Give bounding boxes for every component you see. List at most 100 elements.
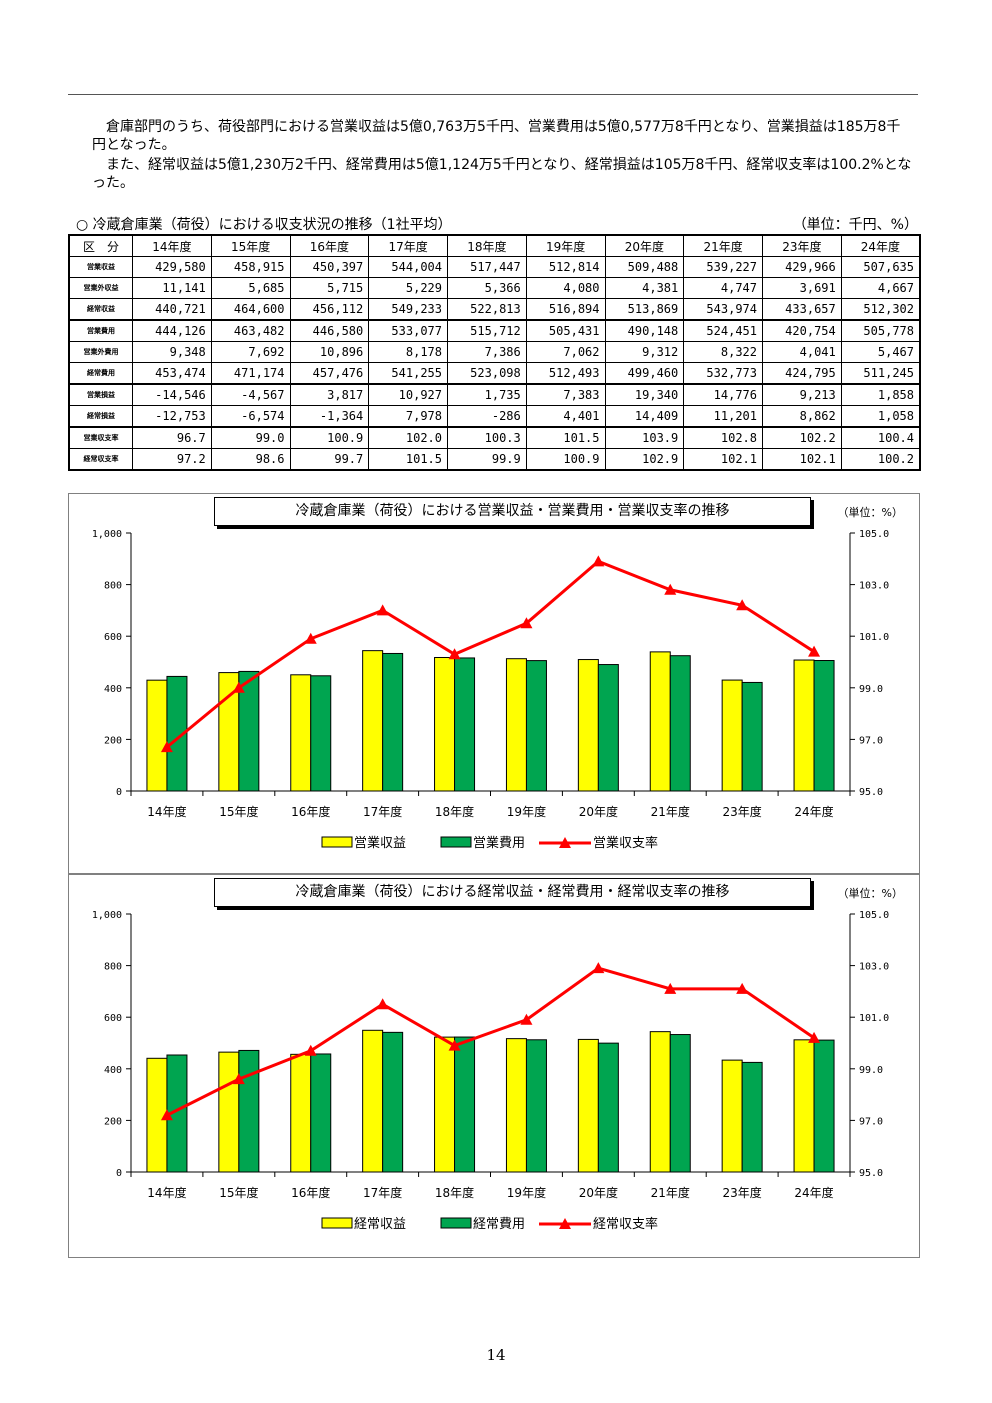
- page-number: 14: [486, 1346, 506, 1364]
- bar-営業費用: [454, 657, 476, 792]
- table-cell: 8,322: [683, 341, 763, 363]
- year-header: 17年度: [368, 234, 448, 257]
- table-cell: 9,213: [762, 383, 842, 406]
- line-point: [520, 617, 533, 629]
- table-cell: 7,692: [210, 341, 291, 363]
- year-header: 20年度: [604, 234, 685, 257]
- row-label: 営業収支率: [68, 426, 133, 449]
- line-point: [808, 645, 821, 657]
- table-cell: 98.6: [210, 448, 291, 471]
- x-tick-label: 16年度: [291, 804, 330, 819]
- legend-swatch-bar2: [440, 836, 472, 848]
- table-cell: 1,058: [840, 405, 921, 428]
- bar-経常費用: [669, 1034, 691, 1173]
- bar-営業費用: [238, 670, 260, 792]
- table-cell: 9,348: [132, 341, 212, 363]
- bar-経常収益: [721, 1059, 743, 1173]
- table-cell: 544,004: [368, 256, 448, 278]
- table-header-row: 区 分 14年度 15年度 16年度 17年度 18年度 19年度 20年度 2…: [68, 234, 921, 257]
- legend-swatch-bar1: [321, 1217, 353, 1229]
- y2-tick-label: 97.0: [859, 735, 883, 746]
- table-cell: 433,657: [762, 298, 842, 321]
- bar-営業費用: [597, 664, 619, 792]
- operating-chart-svg: 0 200 400 600 800 1,000 95.0 97.0 99.0 101.0 103.0…: [92, 529, 889, 851]
- year-header: 15年度: [210, 234, 291, 257]
- table-cell: 10,896: [289, 341, 370, 363]
- y-tick-label: 800: [104, 581, 122, 592]
- y2-tick-label: 103.0: [859, 581, 889, 592]
- bar-営業収益: [721, 679, 743, 792]
- line-point: [592, 962, 605, 974]
- row-label: 営業外収益: [68, 277, 133, 299]
- bar-経常費用: [310, 1053, 332, 1173]
- table-cell: 457,476: [289, 362, 370, 385]
- bar-営業収益: [290, 674, 312, 792]
- table-cell: 523,098: [447, 362, 527, 385]
- table-row: 経常収益 440,721 464,600 456,112 549,233 522,813 5…: [68, 298, 921, 321]
- year-header: 16年度: [289, 234, 370, 257]
- table-cell: 539,227: [683, 256, 763, 278]
- ordinary-chart: 0 200 400 600 800 1,000 95.0 97.0 99.0 101.0 103.0…: [68, 874, 920, 1258]
- y-tick-label: 800: [104, 962, 122, 973]
- line-point: [736, 982, 749, 994]
- table-cell: 5,685: [210, 277, 291, 299]
- line-point: [304, 632, 317, 644]
- table-cell: 511,245: [840, 362, 921, 385]
- table-row: 営業外収益 11,141 5,685 5,715 5,229 5,366 4,080 4,38…: [68, 277, 921, 299]
- bar-営業費用: [525, 660, 547, 792]
- table-cell: 100.2: [840, 448, 921, 471]
- table-cell: 100.3: [447, 426, 527, 449]
- table-cell: -14,546: [132, 383, 212, 406]
- legend-label: 営業収益: [354, 835, 406, 851]
- bar-経常収益: [793, 1039, 815, 1173]
- table-cell: 4,041: [762, 341, 842, 363]
- year-header: 24年度: [840, 234, 921, 257]
- table-cell: 4,667: [840, 277, 921, 299]
- line-point: [448, 1039, 461, 1051]
- table-row: 経常費用 453,474 471,174 457,476 541,255 523,098 5…: [68, 362, 921, 385]
- row-label: 営業収益: [68, 256, 133, 278]
- table-cell: 450,397: [289, 256, 370, 278]
- bar-経常収益: [290, 1053, 312, 1173]
- table-row: 営業費用 444,126 463,482 446,580 533,077 515,712 5…: [68, 319, 921, 342]
- table-cell: 512,302: [840, 298, 921, 321]
- table-cell: 463,482: [210, 319, 291, 342]
- bar-営業収益: [577, 659, 599, 792]
- income-table: 区 分 14年度 15年度 16年度 17年度 18年度 19年度 20年度 2…: [68, 234, 921, 471]
- y2-tick-label: 99.0: [859, 1065, 883, 1076]
- x-tick-label: 18年度: [435, 804, 474, 819]
- line-point: [160, 741, 173, 753]
- y2-tick-label: 99.0: [859, 684, 883, 695]
- table-cell: 100.9: [289, 426, 370, 449]
- table-cell: 533,077: [368, 319, 448, 342]
- x-tick-label: 24年度: [794, 1185, 833, 1200]
- table-cell: 102.8: [683, 426, 763, 449]
- line-point: [160, 1109, 173, 1121]
- x-tick-label: 14年度: [147, 804, 186, 819]
- table-cell: -286: [447, 405, 527, 428]
- table-cell: 4,747: [683, 277, 763, 299]
- row-label: 経常費用: [68, 362, 133, 385]
- legend-label: 営業収支率: [593, 835, 658, 851]
- table-cell: 5,366: [447, 277, 527, 299]
- y2-tick-label: 101.0: [859, 632, 889, 643]
- table-cell: 420,754: [762, 319, 842, 342]
- table-cell: 516,894: [525, 298, 606, 321]
- table-cell: 4,401: [525, 405, 606, 428]
- y-tick-label: 400: [104, 684, 122, 695]
- table-cell: 14,776: [683, 383, 763, 406]
- y2-tick-label: 101.0: [859, 1013, 889, 1024]
- line-point: [808, 1031, 821, 1043]
- legend-swatch-bar1: [321, 836, 353, 848]
- line-point: [664, 982, 677, 994]
- bar-経常収益: [649, 1031, 671, 1173]
- header-rule: [68, 94, 918, 95]
- row-label: 営業損益: [68, 383, 133, 406]
- y-tick-label: 400: [104, 1065, 122, 1076]
- table-cell: 96.7: [132, 426, 212, 449]
- bar-経常費用: [454, 1036, 476, 1173]
- table-cell: 444,126: [132, 319, 212, 342]
- table-cell: -6,574: [210, 405, 291, 428]
- table-cell: 4,080: [525, 277, 606, 299]
- x-tick-label: 21年度: [651, 1185, 690, 1200]
